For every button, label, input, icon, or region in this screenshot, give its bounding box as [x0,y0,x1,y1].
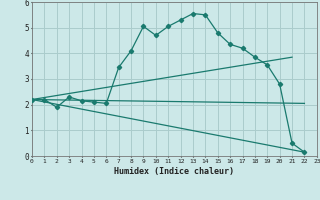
X-axis label: Humidex (Indice chaleur): Humidex (Indice chaleur) [115,167,234,176]
